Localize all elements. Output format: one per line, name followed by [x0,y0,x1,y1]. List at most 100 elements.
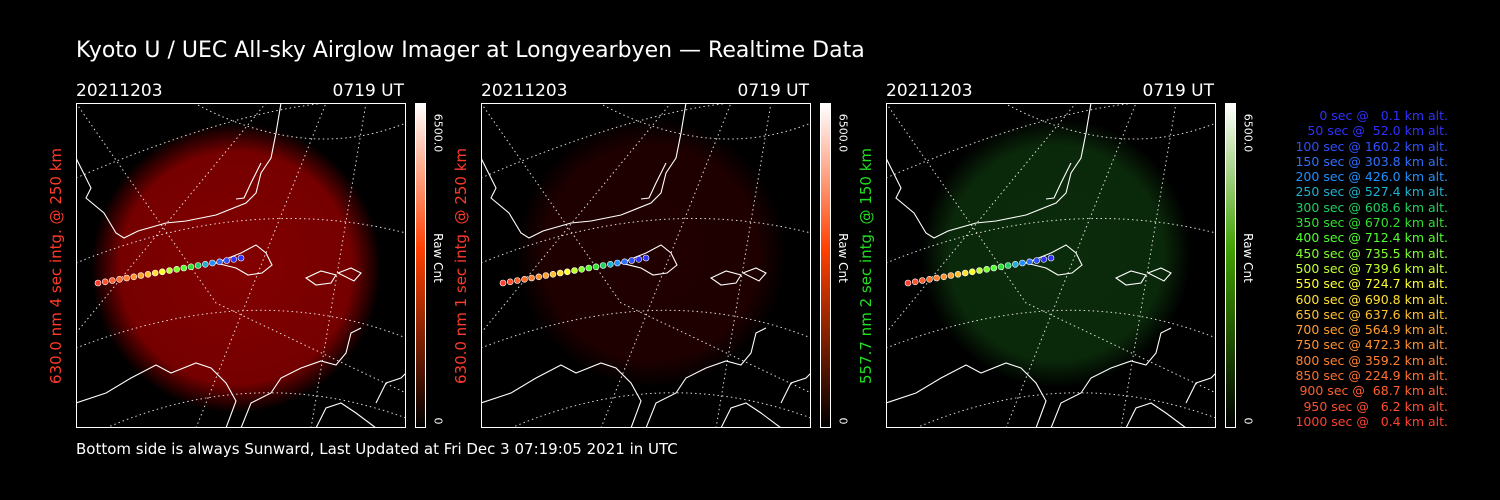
trajectory-point [230,256,238,263]
trajectory-point [94,279,102,287]
trajectory-point [961,269,969,277]
colorbar-max-label: 6500.0 [836,113,850,153]
trajectory-point [173,266,180,273]
legend-entry: 900 sec @ 68.7 km alt. [1299,383,1448,399]
trajectory-point [1004,262,1012,269]
legend-entry: 1000 sec @ 0.4 km alt. [1295,413,1448,429]
trajectory-point [144,271,152,278]
trajectory-point [954,271,962,278]
trajectory-point [926,276,933,283]
legend-entry: 550 sec @ 724.7 km alt. [1295,276,1448,292]
trajectory-point [166,267,173,274]
trajectory-point [983,266,990,273]
panel-wavelength-label: 630.0 nm 4 sec intg. @ 250 km [47,147,65,384]
trajectory-point [571,267,578,274]
colorbar [820,103,831,428]
trajectory-point [216,258,223,266]
colorbar-min-label: 0 [836,417,850,425]
trajectory-point [1033,257,1040,264]
colorbar [415,103,426,428]
trajectory-point [911,278,919,286]
trajectory-point [990,264,998,272]
trajectory-point [101,278,109,286]
legend-entry: 750 sec @ 472.3 km alt. [1295,337,1448,353]
trajectory-point [116,276,123,283]
trajectory-point [535,273,543,281]
trajectory-point [947,272,955,279]
panel-time: 0719 UT [737,81,810,101]
panel-wavelength-label: 630.0 nm 1 sec intg. @ 250 km [452,147,470,384]
legend-entry: 200 sec @ 426.0 km alt. [1295,169,1448,185]
trajectory-path [499,254,650,287]
trajectory-point [1019,259,1026,267]
coastlines [76,103,406,428]
trajectory-point [202,261,209,268]
trajectory-point [621,258,628,266]
trajectory-point [151,269,159,277]
panel-date: 20211203 [886,81,973,101]
graticule [76,103,406,428]
panel-wavelength-label: 557.7 nm 2 sec intg. @ 150 km [857,147,875,384]
allsky-panel-2: 20211203 0719 UT 630.0 nm 1 sec intg. @ … [452,78,881,433]
graticule [481,103,811,428]
trajectory-point [940,273,948,281]
page-title: Kyoto U / UEC All-sky Airglow Imager at … [76,38,865,63]
trajectory-point [1047,254,1055,262]
allsky-image [76,103,406,428]
trajectory-point [969,268,976,276]
trajectory-legend: 0 sec @ 0.1 km alt. 50 sec @ 52.0 km alt.… [1258,108,1448,429]
trajectory-point [209,259,216,267]
trajectory-point [585,264,593,272]
colorbar-max-label: 6500.0 [431,113,445,153]
trajectory-point [578,266,585,273]
trajectory-point [1040,256,1048,263]
trajectory-point [1012,261,1019,268]
trajectory-point [904,279,912,287]
trajectory-path [94,254,245,287]
panel-date: 20211203 [481,81,568,101]
colorbar-max-label: 6500.0 [1241,113,1255,153]
trajectory-point [556,269,564,277]
legend-entry: 150 sec @ 303.8 km alt. [1295,153,1448,169]
trajectory-point [180,264,188,272]
trajectory-point [997,263,1005,271]
colorbar-min-label: 0 [1241,417,1255,425]
trajectory-point [130,273,138,281]
airglow-field [921,118,1191,388]
legend-entry: 50 sec @ 52.0 km alt. [1307,123,1448,139]
trajectory-point [642,254,650,262]
allsky-panel-1: 20211203 0719 UT 630.0 nm 4 sec intg. @ … [47,78,476,433]
coastlines [886,103,1216,428]
legend-entry: 100 sec @ 160.2 km alt. [1295,138,1448,154]
graticule [886,103,1216,428]
trajectory-point [564,268,571,276]
legend-entry: 850 sec @ 224.9 km alt. [1295,368,1448,384]
allsky-panel-3: 20211203 0719 UT 557.7 nm 2 sec intg. @ … [857,78,1286,433]
legend-entry: 0 sec @ 0.1 km alt. [1319,108,1448,123]
trajectory-point [513,277,521,284]
colorbar-unit-label: Raw Cnt [1241,233,1255,283]
panel-time: 0719 UT [332,81,405,101]
legend-entry: 350 sec @ 670.2 km alt. [1295,215,1448,231]
trajectory-point [1026,258,1033,266]
panel-date: 20211203 [76,81,163,101]
panel-time: 0719 UT [1142,81,1215,101]
legend-entry: 800 sec @ 359.2 km alt. [1295,352,1448,368]
legend-entry: 650 sec @ 637.6 km alt. [1295,306,1448,322]
trajectory-point [499,279,507,287]
allsky-image [886,103,1216,428]
trajectory-point [137,272,145,279]
trajectory-point [918,277,926,284]
trajectory-point [237,254,245,262]
legend-entry: 950 sec @ 6.2 km alt. [1303,398,1448,414]
colorbar-unit-label: Raw Cnt [431,233,445,283]
trajectory-point [599,262,607,269]
footer-status: Bottom side is always Sunward, Last Upda… [76,440,678,458]
legend-entry: 400 sec @ 712.4 km alt. [1295,230,1448,246]
coastlines [481,103,811,428]
trajectory-point [159,268,166,276]
trajectory-point [976,267,983,274]
trajectory-point [542,272,550,279]
trajectory-point [614,259,621,267]
trajectory-point [549,271,557,278]
